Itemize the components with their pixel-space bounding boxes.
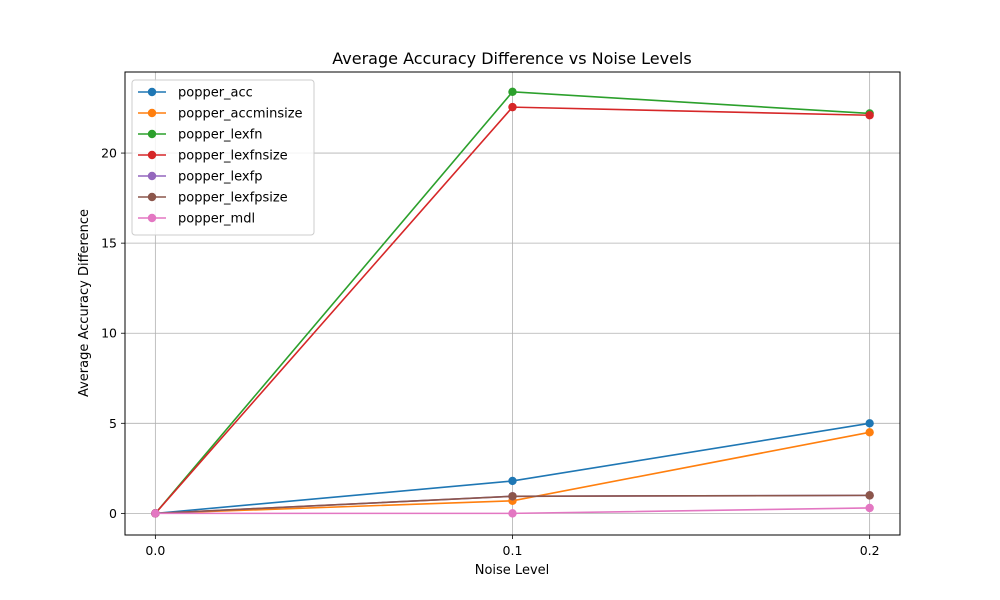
data-point-popper_lexfpsize [508,492,517,501]
legend-item: popper_lexfp [138,170,262,185]
y-tick-label: 0 [109,506,117,521]
y-tick-label: 15 [101,236,117,251]
legend-label: popper_mdl [178,212,255,227]
data-point-popper_accminsize [865,428,874,437]
y-tick-label: 10 [101,326,117,341]
legend-item: popper_lexfn [138,128,262,143]
data-point-popper_acc [865,419,874,428]
legend-swatch-marker [147,213,157,223]
legend-item: popper_acc [138,86,253,101]
legend-item: popper_accminsize [138,107,303,122]
x-tick-label: 0.2 [860,543,880,558]
legend-label: popper_lexfpsize [178,191,288,206]
x-tick-label: 0.1 [503,543,523,558]
chart-title: Average Accuracy Difference vs Noise Lev… [332,49,691,68]
legend-swatch-marker [147,171,157,181]
legend-box [131,79,315,236]
data-point-popper_lexfpsize [865,491,874,500]
legend-item: popper_lexfpsize [138,191,288,206]
series-popper_mdl [151,503,874,518]
data-point-popper_acc [508,476,517,486]
x-tick-label: 0.0 [145,543,165,558]
data-point-popper_lexfnsize [865,111,874,120]
legend-item: popper_mdl [138,212,255,227]
x-axis: 0.0 0.1 0.2 [145,535,880,558]
legend-label: popper_lexfnsize [178,149,288,164]
x-axis-label: Noise Level [475,563,550,578]
data-point-popper_mdl [508,509,517,518]
y-tick-label: 20 [101,146,117,161]
legend: popper_acc popper_accminsize popper_lexfnp… [131,79,315,236]
legend-item: popper_lexfnsize [138,149,288,164]
data-point-popper_lexfn [508,87,517,97]
y-tick-label: 5 [109,416,117,431]
y-axis-label: Average Accuracy Difference [77,209,92,397]
legend-label: popper_lexfp [178,170,262,185]
data-point-popper_lexfnsize [508,102,517,112]
series-lines [151,87,874,518]
legend-swatch-marker [147,150,157,160]
legend-swatch-marker [147,108,157,118]
legend-label: popper_lexfn [178,128,262,143]
y-axis: 0 5 10 15 20 [101,146,125,521]
legend-label: popper_acc [178,86,253,101]
legend-label: popper_accminsize [178,107,303,122]
legend-swatch-marker [147,129,157,139]
data-point-popper_mdl [151,509,160,518]
legend-swatch-marker [147,192,157,202]
data-point-popper_mdl [865,503,874,513]
legend-swatch-marker [147,87,157,97]
